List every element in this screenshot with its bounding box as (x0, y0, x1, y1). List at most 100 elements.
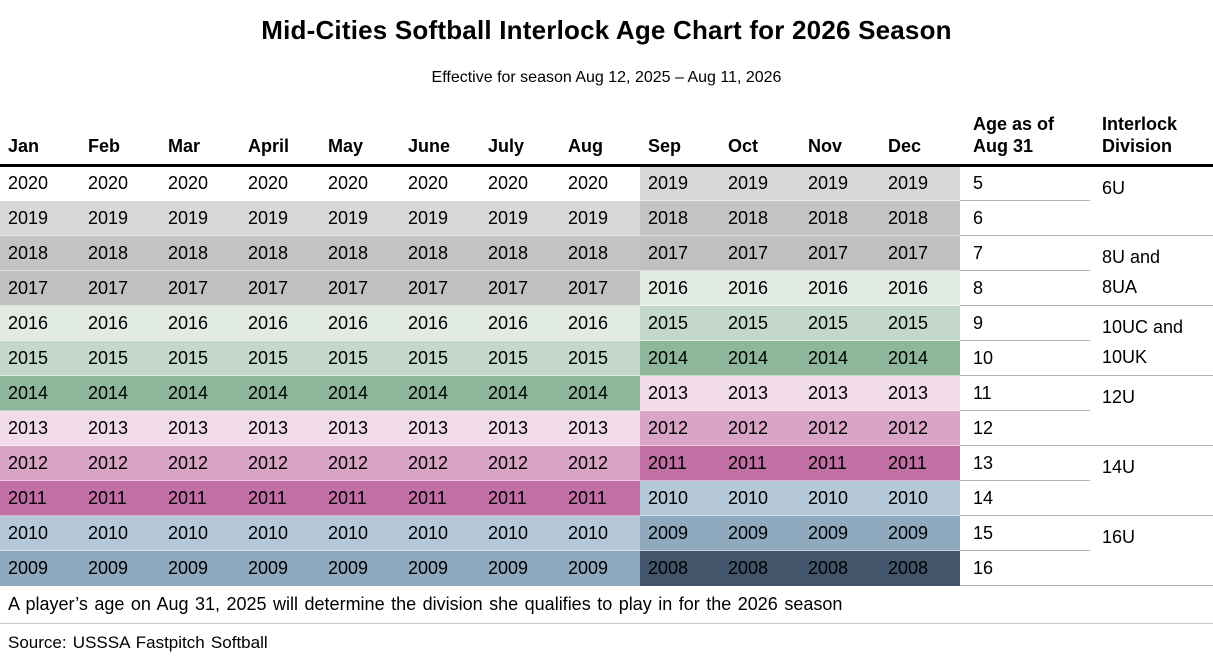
table-row: 2016 2016 2016 2016 2016 2016 2016 2016 2015 2015… (0, 305, 1213, 376)
year-cell: 2012 (480, 445, 560, 481)
year-cell: 2015 (880, 305, 960, 341)
year-cell: 2020 (0, 165, 80, 201)
year-cell: 2019 (400, 200, 480, 236)
year-cell: 2011 (240, 480, 320, 516)
year-cell: 2013 (480, 410, 560, 446)
division-cell: 6U (1090, 165, 1213, 236)
year-cell: 2010 (0, 515, 80, 551)
year-cell: 2009 (320, 550, 400, 586)
year-cell: 2018 (80, 235, 160, 271)
year-cell: 2017 (720, 235, 800, 271)
table-row: 2013 2013 2013 2013 2013 2013 2013 2013 2012 2012… (0, 410, 1213, 446)
year-cell: 2010 (800, 480, 880, 516)
year-cell: 2012 (400, 445, 480, 481)
year-cell: 2016 (800, 270, 880, 306)
year-cell: 2009 (0, 550, 80, 586)
header-row: Jan Feb Mar April May June July Aug Sep … (0, 109, 1213, 167)
table-row: 2017 2017 2017 2017 2017 2017 2017 2017 2016 2016… (0, 270, 1213, 306)
year-cell: 2017 (560, 270, 640, 306)
table-row: 2018 2018 2018 2018 2018 2018 2018 2018 2017 2017… (0, 235, 1213, 306)
age-chart-table: Jan Feb Mar April May June July Aug Sep … (0, 109, 1213, 586)
column-header-june: June (400, 109, 480, 167)
year-cell: 2019 (560, 200, 640, 236)
year-cell: 2011 (0, 480, 80, 516)
year-cell: 2010 (480, 515, 560, 551)
year-cell: 2013 (880, 375, 960, 411)
year-cell: 2012 (800, 410, 880, 446)
age-cell: 11 (960, 375, 1090, 411)
year-cell: 2012 (240, 445, 320, 481)
column-header-feb: Feb (80, 109, 160, 167)
table-row: 2011 2011 2011 2011 2011 2011 2011 2011 2010 2010… (0, 480, 1213, 516)
year-cell: 2017 (480, 270, 560, 306)
age-cell: 16 (960, 550, 1090, 586)
source-attribution: Source: USSSA Fastpitch Softball (8, 633, 268, 652)
year-cell: 2016 (400, 305, 480, 341)
column-header-july: July (480, 109, 560, 167)
year-cell: 2017 (160, 270, 240, 306)
year-cell: 2011 (880, 445, 960, 481)
year-cell: 2015 (720, 305, 800, 341)
table-row: 2012 2012 2012 2012 2012 2012 2012 2012 2011 2011… (0, 445, 1213, 516)
year-cell: 2009 (640, 515, 720, 551)
year-cell: 2018 (720, 200, 800, 236)
year-cell: 2015 (480, 340, 560, 376)
year-cell: 2019 (640, 165, 720, 201)
age-cell: 7 (960, 235, 1090, 271)
year-cell: 2020 (400, 165, 480, 201)
year-cell: 2019 (0, 200, 80, 236)
year-cell: 2008 (640, 550, 720, 586)
year-cell: 2015 (640, 305, 720, 341)
division-cell: 12U (1090, 375, 1213, 446)
column-header-dec: Dec (880, 109, 960, 167)
year-cell: 2020 (560, 165, 640, 201)
year-cell: 2009 (560, 550, 640, 586)
year-cell: 2011 (480, 480, 560, 516)
year-cell: 2017 (400, 270, 480, 306)
year-cell: 2012 (0, 445, 80, 481)
year-cell: 2016 (240, 305, 320, 341)
column-header-sep: Sep (640, 109, 720, 167)
year-cell: 2009 (160, 550, 240, 586)
year-cell: 2011 (640, 445, 720, 481)
division-cell: 16U (1090, 515, 1213, 586)
column-header-mar: Mar (160, 109, 240, 167)
year-cell: 2009 (80, 550, 160, 586)
age-cell: 10 (960, 340, 1090, 376)
column-header-may: May (320, 109, 400, 167)
year-cell: 2020 (160, 165, 240, 201)
year-cell: 2017 (0, 270, 80, 306)
year-cell: 2014 (640, 340, 720, 376)
year-cell: 2018 (480, 235, 560, 271)
year-cell: 2011 (160, 480, 240, 516)
year-cell: 2018 (160, 235, 240, 271)
year-cell: 2014 (240, 375, 320, 411)
year-cell: 2012 (320, 445, 400, 481)
page-title: Mid-Cities Softball Interlock Age Chart … (261, 15, 952, 45)
year-cell: 2012 (80, 445, 160, 481)
year-cell: 2015 (240, 340, 320, 376)
year-cell: 2016 (80, 305, 160, 341)
year-cell: 2019 (800, 165, 880, 201)
age-cell: 9 (960, 305, 1090, 341)
year-cell: 2016 (320, 305, 400, 341)
age-cell: 12 (960, 410, 1090, 446)
year-cell: 2013 (640, 375, 720, 411)
year-cell: 2014 (480, 375, 560, 411)
year-cell: 2011 (560, 480, 640, 516)
year-cell: 2013 (800, 375, 880, 411)
column-header-aug: Aug (560, 109, 640, 167)
year-cell: 2015 (400, 340, 480, 376)
year-cell: 2016 (480, 305, 560, 341)
year-cell: 2013 (400, 410, 480, 446)
year-cell: 2018 (0, 235, 80, 271)
year-cell: 2013 (720, 375, 800, 411)
table-row: 2010 2010 2010 2010 2010 2010 2010 2010 2009 2009… (0, 515, 1213, 586)
year-cell: 2019 (320, 200, 400, 236)
year-cell: 2008 (720, 550, 800, 586)
age-cell: 8 (960, 270, 1090, 306)
year-cell: 2017 (80, 270, 160, 306)
table-row: 2020 2020 2020 2020 2020 2020 2020 2020 2019 2019… (0, 165, 1213, 236)
year-cell: 2012 (160, 445, 240, 481)
